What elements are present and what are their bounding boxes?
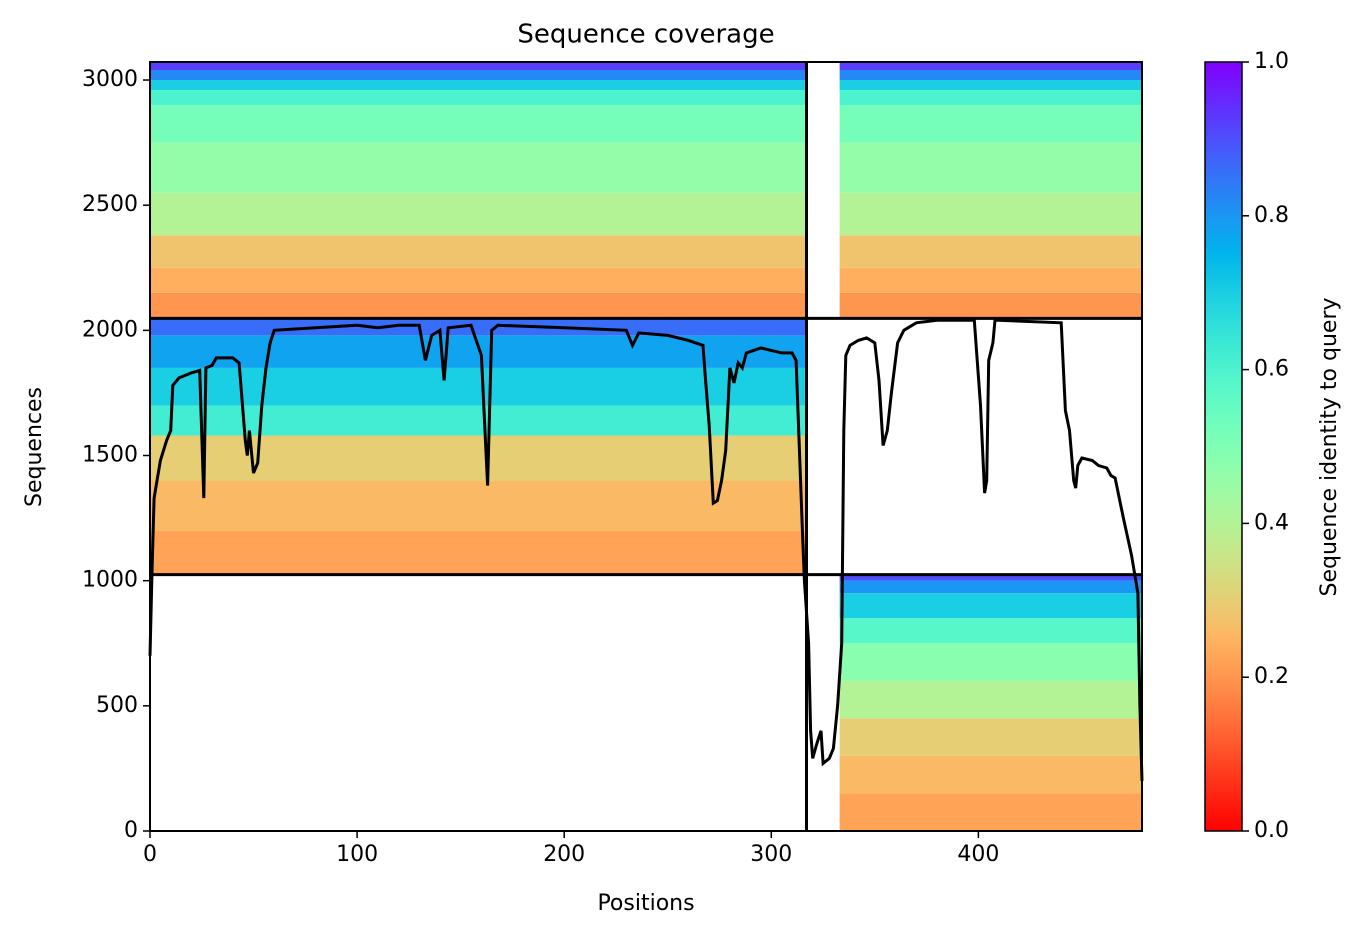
y-axis-label: Sequences xyxy=(22,387,47,507)
coverage-band xyxy=(839,105,1142,143)
chart-title: Sequence coverage xyxy=(517,20,774,50)
colorbar-tick-label: 0.8 xyxy=(1254,203,1289,228)
coverage-band xyxy=(839,718,1142,756)
coverage-band xyxy=(150,530,807,575)
coverage-band xyxy=(150,90,807,106)
x-axis-label: Positions xyxy=(597,891,694,916)
coverage-band xyxy=(150,335,807,368)
colorbar xyxy=(1204,61,1243,832)
colorbar-tick-label: 0.2 xyxy=(1254,664,1289,689)
colorbar-tick-label: 0.0 xyxy=(1254,818,1289,843)
coverage-band xyxy=(150,480,807,531)
coverage-band xyxy=(150,292,807,319)
coverage-band xyxy=(839,292,1142,319)
coverage-band xyxy=(839,142,1142,193)
y-tick-label: 3000 xyxy=(82,67,138,92)
x-tick-label: 200 xyxy=(543,842,585,867)
coverage-band xyxy=(839,680,1142,719)
coverage-band xyxy=(839,580,1142,594)
coverage-band xyxy=(150,192,807,236)
coverage-band xyxy=(150,235,807,268)
coverage-band xyxy=(839,267,1142,293)
colorbar-tick-label: 0.6 xyxy=(1254,357,1289,382)
coverage-band xyxy=(839,618,1142,644)
coverage-band xyxy=(839,593,1142,619)
x-tick-label: 100 xyxy=(336,842,378,867)
coverage-band xyxy=(150,318,807,336)
coverage-band xyxy=(150,62,807,71)
coverage-band xyxy=(150,142,807,193)
coverage-band xyxy=(839,192,1142,236)
coverage-band xyxy=(150,70,807,81)
y-tick-label: 1000 xyxy=(82,568,138,593)
x-tick-label: 400 xyxy=(957,842,999,867)
coverage-band xyxy=(150,367,807,406)
coverage-band xyxy=(150,80,807,91)
x-tick-label: 300 xyxy=(750,842,792,867)
y-tick-label: 0 xyxy=(124,818,138,843)
y-tick-label: 1500 xyxy=(82,443,138,468)
colorbar-label: Sequence identity to query xyxy=(1317,297,1342,596)
coverage-band xyxy=(839,793,1142,831)
coverage-band xyxy=(839,643,1142,681)
coverage-band xyxy=(150,105,807,143)
coverage-band xyxy=(839,235,1142,268)
coverage-band xyxy=(839,80,1142,91)
x-tick-label: 0 xyxy=(143,842,157,867)
coverage-line xyxy=(148,318,1144,781)
colorbar-tick-label: 1.0 xyxy=(1254,49,1289,74)
coverage-band xyxy=(839,755,1142,794)
coverage-band xyxy=(839,574,1142,581)
coverage-band xyxy=(839,90,1142,106)
coverage-band xyxy=(150,267,807,293)
y-tick-label: 2500 xyxy=(82,192,138,217)
y-tick-label: 500 xyxy=(96,693,138,718)
coverage-band xyxy=(839,62,1142,71)
plot-frame xyxy=(149,61,1143,832)
coverage-band xyxy=(839,70,1142,81)
colorbar-tick-label: 0.4 xyxy=(1254,510,1289,535)
y-tick-label: 2000 xyxy=(82,317,138,342)
